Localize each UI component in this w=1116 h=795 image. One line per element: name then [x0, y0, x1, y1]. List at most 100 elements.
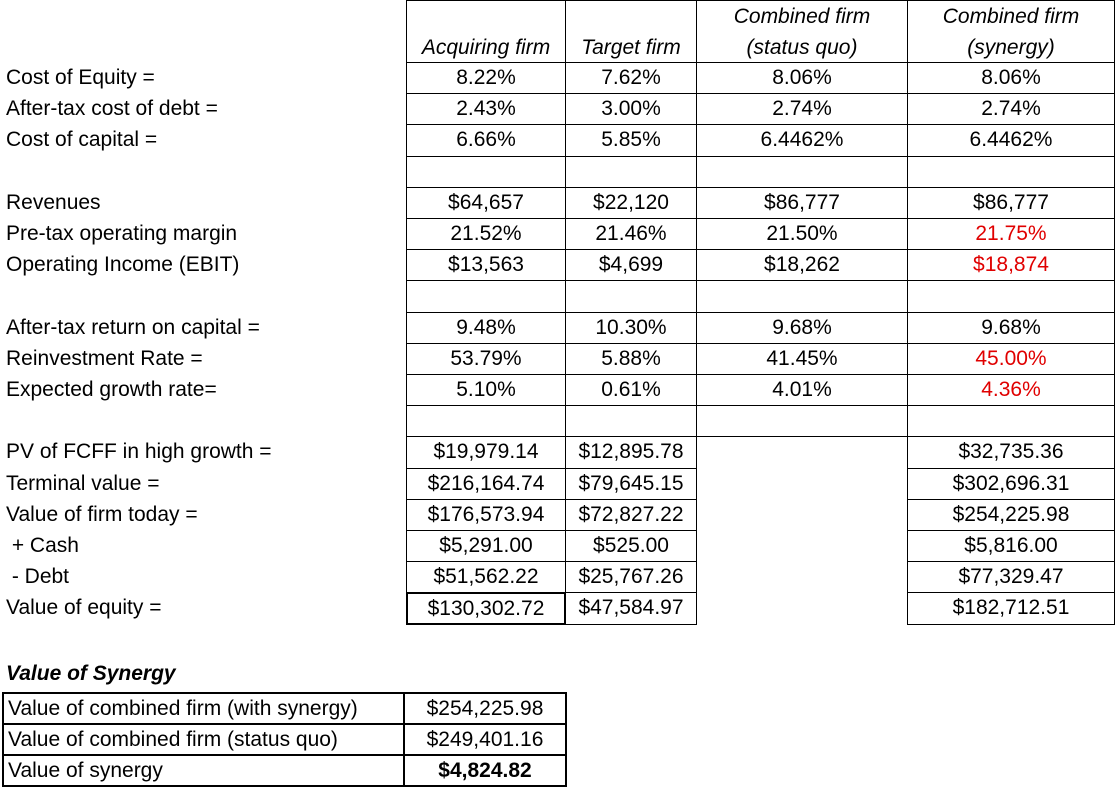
- table-cell: 21.50%: [696, 218, 908, 251]
- table-cell: $72,827.22: [565, 498, 697, 531]
- table-cell: $47,584.97: [565, 592, 697, 625]
- table-cell: 4.36%: [907, 374, 1115, 407]
- row-label: Value of firm today =: [6, 502, 198, 526]
- table-cell: $18,874: [907, 249, 1115, 282]
- table-cell: $25,767.26: [565, 561, 697, 594]
- synergy-value: $249,401.16: [403, 723, 567, 756]
- synergy-title: Value of Synergy: [6, 662, 176, 685]
- table-cell: 3.00%: [565, 93, 697, 126]
- row-label: Revenues: [6, 190, 101, 214]
- table-cell: $13,563: [406, 249, 566, 282]
- column-header: Combined firm (status quo): [696, 0, 908, 62]
- header-line: Combined firm: [733, 5, 871, 28]
- table-cell: $79,645.15: [565, 467, 697, 500]
- table-cell: $22,120: [565, 186, 697, 219]
- row-label: Reinvestment Rate =: [6, 346, 203, 370]
- table-cell: [696, 155, 908, 188]
- header-line: [407, 1, 565, 32]
- table-cell: $525.00: [565, 530, 697, 563]
- table-cell: $4,699: [565, 249, 697, 282]
- table-cell: $19,979.14: [406, 436, 566, 469]
- table-cell: $130,302.72: [406, 592, 566, 625]
- table-cell: $254,225.98: [907, 498, 1115, 531]
- table-cell: [565, 280, 697, 313]
- row-label: Operating Income (EBIT): [6, 253, 240, 277]
- table-cell: $64,657: [406, 186, 566, 219]
- row-label: Value of equity =: [6, 596, 162, 620]
- table-cell: $5,816.00: [907, 530, 1115, 563]
- table-cell: $77,329.47: [907, 561, 1115, 594]
- row-label: PV of FCFF in high growth =: [6, 440, 272, 464]
- table-cell: 4.01%: [696, 374, 908, 407]
- column-header: Combined firm (synergy): [907, 0, 1115, 62]
- table-cell: 45.00%: [907, 342, 1115, 375]
- table-cell: 9.68%: [696, 311, 908, 344]
- synergy-table: Value of combined firm (with synergy) $2…: [2, 692, 567, 787]
- table-cell: 21.52%: [406, 218, 566, 251]
- header-line: Acquiring firm: [421, 36, 551, 59]
- column-header: Target firm: [565, 0, 697, 62]
- table-cell: 5.10%: [406, 374, 566, 407]
- table-cell: 8.06%: [907, 62, 1115, 95]
- row-label: Cost of capital =: [6, 128, 158, 152]
- synergy-label: Value of synergy: [2, 754, 405, 787]
- table-cell: [565, 155, 697, 188]
- synergy-value: $254,225.98: [403, 692, 567, 725]
- row-label: After-tax cost of debt =: [6, 97, 218, 121]
- table-row: Value of combined firm (status quo) $249…: [2, 723, 567, 756]
- table-cell: $86,777: [907, 186, 1115, 219]
- table-cell: 7.62%: [565, 62, 697, 95]
- table-cell: $86,777: [696, 186, 908, 219]
- table-cell: [907, 405, 1115, 438]
- table-cell: $32,735.36: [907, 436, 1115, 469]
- header-line: Combined firm: [942, 5, 1080, 28]
- table-cell: $302,696.31: [907, 467, 1115, 500]
- row-label: After-tax return on capital =: [6, 315, 260, 339]
- table-cell: [907, 155, 1115, 188]
- table-cell: 41.45%: [696, 342, 908, 375]
- table-row: Value of synergy $4,824.82: [2, 754, 567, 787]
- table-cell: $12,895.78: [565, 436, 697, 469]
- table-cell: 9.48%: [406, 311, 566, 344]
- table-cell: 5.85%: [565, 124, 697, 157]
- table-row: Value of combined firm (with synergy) $2…: [2, 692, 567, 725]
- table-cell: 0.61%: [565, 374, 697, 407]
- row-label: Expected growth rate=: [6, 378, 217, 401]
- table-cell: [406, 280, 566, 313]
- row-label: Cost of Equity =: [6, 66, 155, 89]
- header-line: (status quo): [746, 36, 858, 59]
- table-cell: 8.06%: [696, 62, 908, 95]
- table-cell: $182,712.51: [907, 592, 1115, 625]
- row-label: + Cash: [6, 534, 79, 557]
- synergy-label: Value of combined firm (with synergy): [2, 692, 405, 725]
- table-cell: [696, 405, 908, 438]
- table-cell: $18,262: [696, 249, 908, 282]
- table-cell: 6.4462%: [696, 124, 908, 157]
- table-cell: 21.46%: [565, 218, 697, 251]
- table-cell: 53.79%: [406, 342, 566, 375]
- table-cell: $5,291.00: [406, 530, 566, 563]
- row-label: Pre-tax operating margin: [6, 222, 238, 245]
- header-line: (synergy): [967, 36, 1055, 59]
- table-cell: 5.88%: [565, 342, 697, 375]
- table-cell: 8.22%: [406, 62, 566, 95]
- header-line: [566, 1, 696, 32]
- table-cell: [907, 280, 1115, 313]
- row-label: - Debt: [6, 565, 70, 589]
- table-cell: [696, 280, 908, 313]
- header-line: Target firm: [581, 36, 681, 59]
- table-cell: 21.75%: [907, 218, 1115, 251]
- table-cell: [406, 405, 566, 438]
- table-cell: $176,573.94: [406, 498, 566, 531]
- table-cell: $51,562.22: [406, 561, 566, 594]
- table-cell: 2.43%: [406, 93, 566, 126]
- table-cell: $216,164.74: [406, 467, 566, 500]
- table-cell: [565, 405, 697, 438]
- synergy-label: Value of combined firm (status quo): [2, 723, 405, 756]
- table-cell: 9.68%: [907, 311, 1115, 344]
- table-cell: 6.4462%: [907, 124, 1115, 157]
- table-cell: 2.74%: [696, 93, 908, 126]
- synergy-value-total: $4,824.82: [403, 754, 567, 787]
- column-header: Acquiring firm: [406, 0, 566, 62]
- table-cell: 2.74%: [907, 93, 1115, 126]
